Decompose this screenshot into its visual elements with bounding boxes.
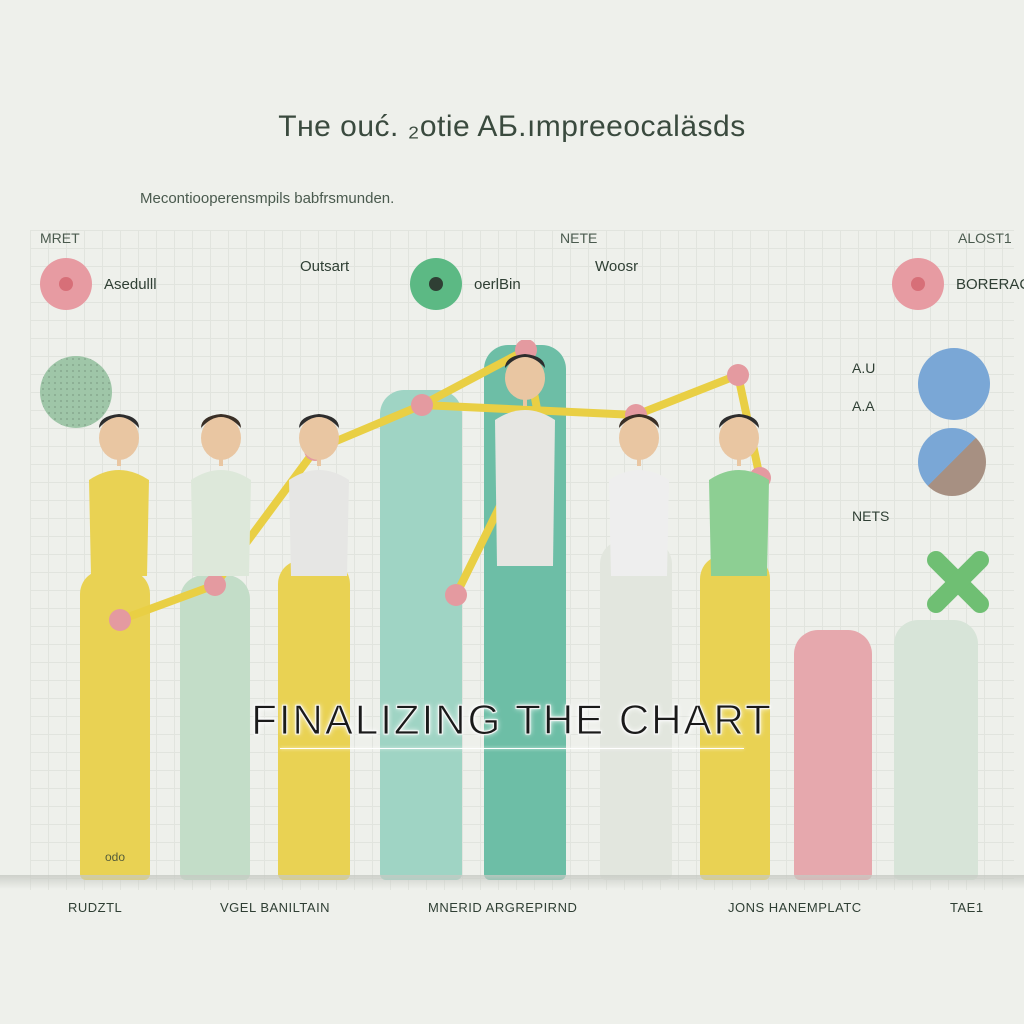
head-right: ALOST1 <box>958 230 1012 246</box>
x-icon <box>926 550 990 614</box>
legend-item: BORERAC <box>892 258 1024 310</box>
head-center: NETE <box>560 230 597 246</box>
legend-dot-icon <box>410 258 462 310</box>
side-label-au: A.U <box>852 360 875 376</box>
overlay-caption: Finalizing the Chart <box>0 696 1024 744</box>
side-label-aa: A.A <box>852 398 875 414</box>
stat-badge-icon <box>918 428 986 496</box>
x-label: JONS HANEMPLATC <box>728 900 862 915</box>
stat-badge-icon <box>918 348 990 420</box>
legend-item: oerlBin <box>410 258 521 310</box>
legend-label: Woosr <box>595 258 638 275</box>
legend-item: Outsart <box>300 258 349 275</box>
head-left: MRET <box>40 230 80 246</box>
bar <box>794 630 872 880</box>
bar-label: odo <box>80 850 150 864</box>
legend-label: BORERAC <box>956 276 1024 293</box>
legend-row: AsedulllOutsartoerlBinWoosrBORERAC <box>40 258 1004 338</box>
legend-dot-icon <box>40 258 92 310</box>
legend-label: Outsart <box>300 258 349 275</box>
bar <box>380 390 462 880</box>
x-label: MNERID ARGREPIRND <box>428 900 577 915</box>
x-label: RUDZTL <box>68 900 122 915</box>
bar <box>484 345 566 880</box>
stat-badge-icon <box>40 356 112 428</box>
legend-item: Asedulll <box>40 258 157 310</box>
baseline-shadow <box>0 875 1024 889</box>
legend-dot-icon <box>892 258 944 310</box>
x-label: TAE1 <box>950 900 984 915</box>
overlay-rule <box>280 748 744 749</box>
subtitle: Mecontiooperensmpils babfrsmunden. <box>140 190 394 207</box>
x-label: VGEL BANILTAIN <box>220 900 330 915</box>
legend-label: oerlBin <box>474 276 521 293</box>
bar-chart: odo <box>40 340 1004 880</box>
bar <box>894 620 978 880</box>
x-axis-labels: RUDZTL VGEL BANILTAIN MNERID ARGREPIRND JON… <box>40 900 1004 940</box>
side-label-nets: NEtS <box>852 508 889 524</box>
page-title: Tʜe ouć. ₂otie AƂ.ımpreeocaläsds <box>0 110 1024 144</box>
legend-item: Woosr <box>595 258 638 275</box>
legend-label: Asedulll <box>104 276 157 293</box>
